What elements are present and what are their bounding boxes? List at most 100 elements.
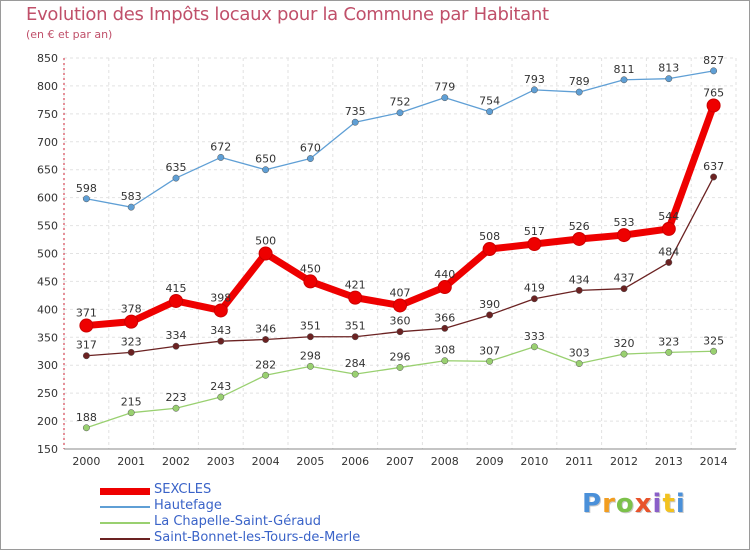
data-label: 484 xyxy=(658,245,679,258)
x-tick-label: 2009 xyxy=(476,455,504,468)
data-point xyxy=(396,109,404,117)
data-label: 398 xyxy=(210,291,231,304)
data-point xyxy=(213,303,228,318)
data-point xyxy=(258,246,273,261)
data-point xyxy=(706,98,721,113)
data-point xyxy=(661,221,676,236)
data-label: 334 xyxy=(166,329,187,342)
data-point xyxy=(217,337,225,345)
x-tick-label: 2008 xyxy=(431,455,459,468)
data-point xyxy=(351,370,359,378)
data-label: 635 xyxy=(166,161,187,174)
x-tick-label: 2003 xyxy=(207,455,235,468)
data-label: 754 xyxy=(479,95,500,108)
data-point xyxy=(127,203,135,211)
data-point xyxy=(620,76,628,84)
data-label: 307 xyxy=(479,344,500,357)
y-tick-label: 150 xyxy=(37,443,58,456)
data-point xyxy=(217,153,225,161)
data-label: 650 xyxy=(255,153,276,166)
legend-label: SEXCLES xyxy=(154,482,212,497)
data-point xyxy=(710,347,718,355)
data-point xyxy=(169,293,183,308)
data-point xyxy=(82,424,90,432)
data-label: 670 xyxy=(300,142,321,155)
data-label: 765 xyxy=(703,86,724,99)
x-tick-label: 2010 xyxy=(520,455,548,468)
data-label: 789 xyxy=(569,75,590,88)
data-label: 223 xyxy=(166,391,187,404)
data-label: 351 xyxy=(300,320,321,333)
data-point xyxy=(351,118,359,126)
data-point xyxy=(82,195,90,203)
y-tick-label: 350 xyxy=(37,331,58,344)
legend-swatch xyxy=(100,487,150,495)
y-tick-label: 450 xyxy=(37,275,58,288)
data-point xyxy=(482,242,497,257)
data-point xyxy=(348,290,363,305)
data-label: 343 xyxy=(210,324,231,337)
data-label: 360 xyxy=(390,315,411,328)
data-point xyxy=(437,280,452,295)
y-tick-label: 200 xyxy=(37,415,58,428)
data-label: 598 xyxy=(76,182,97,195)
data-label: 779 xyxy=(434,81,455,94)
data-point xyxy=(710,173,718,181)
data-label: 672 xyxy=(210,140,231,153)
data-label: 351 xyxy=(345,320,366,333)
data-label: 500 xyxy=(255,235,276,248)
data-point xyxy=(306,155,314,162)
data-point xyxy=(127,409,135,417)
x-tick-label: 2002 xyxy=(162,455,190,468)
proxiti-logo: Proxiti xyxy=(582,489,686,519)
y-tick-label: 850 xyxy=(37,52,58,65)
data-label: 296 xyxy=(390,350,411,363)
y-tick-label: 650 xyxy=(37,164,58,177)
x-tick-label: 2007 xyxy=(386,455,414,468)
data-point xyxy=(710,67,718,75)
data-label: 317 xyxy=(76,339,97,352)
y-tick-label: 700 xyxy=(37,136,58,149)
data-label: 533 xyxy=(614,216,635,229)
data-label: 323 xyxy=(121,335,142,348)
data-point xyxy=(124,314,139,329)
data-point xyxy=(486,357,494,365)
data-point xyxy=(530,343,538,351)
data-label: 508 xyxy=(479,230,500,243)
data-point xyxy=(665,75,673,83)
x-tick-label: 2000 xyxy=(72,455,100,468)
data-label: 517 xyxy=(524,225,545,238)
data-label: 371 xyxy=(76,307,97,320)
x-tick-label: 2012 xyxy=(610,455,638,468)
data-label: 813 xyxy=(658,62,679,75)
data-label: 437 xyxy=(614,272,635,285)
data-point xyxy=(393,298,407,313)
data-point xyxy=(79,318,94,333)
data-point xyxy=(575,286,583,294)
data-point xyxy=(396,328,404,336)
data-point xyxy=(306,362,314,370)
data-point xyxy=(617,228,631,243)
x-tick-label: 2011 xyxy=(565,455,593,468)
y-tick-label: 250 xyxy=(37,387,58,400)
x-tick-label: 2005 xyxy=(296,455,324,468)
x-tick-label: 2006 xyxy=(341,455,369,468)
data-label: 450 xyxy=(300,262,321,275)
legend-label: Hautefage xyxy=(154,498,222,513)
data-label: 434 xyxy=(569,273,590,286)
data-point xyxy=(572,231,587,246)
data-label: 303 xyxy=(569,347,590,360)
data-label: 320 xyxy=(614,337,635,350)
x-tick-label: 2004 xyxy=(252,455,280,468)
data-label: 415 xyxy=(166,282,187,295)
data-point xyxy=(486,311,494,319)
data-label: 188 xyxy=(76,411,97,424)
x-tick-label: 2013 xyxy=(655,455,683,468)
line-chart: 150 200 250 300 350 400 450 500 550 600 650 700 750 8… xyxy=(37,52,737,468)
x-tick-label: 2014 xyxy=(700,455,728,468)
data-point xyxy=(262,336,270,343)
data-point xyxy=(665,258,673,266)
data-label: 366 xyxy=(434,311,455,324)
data-label: 325 xyxy=(703,334,724,347)
data-point xyxy=(441,357,449,365)
